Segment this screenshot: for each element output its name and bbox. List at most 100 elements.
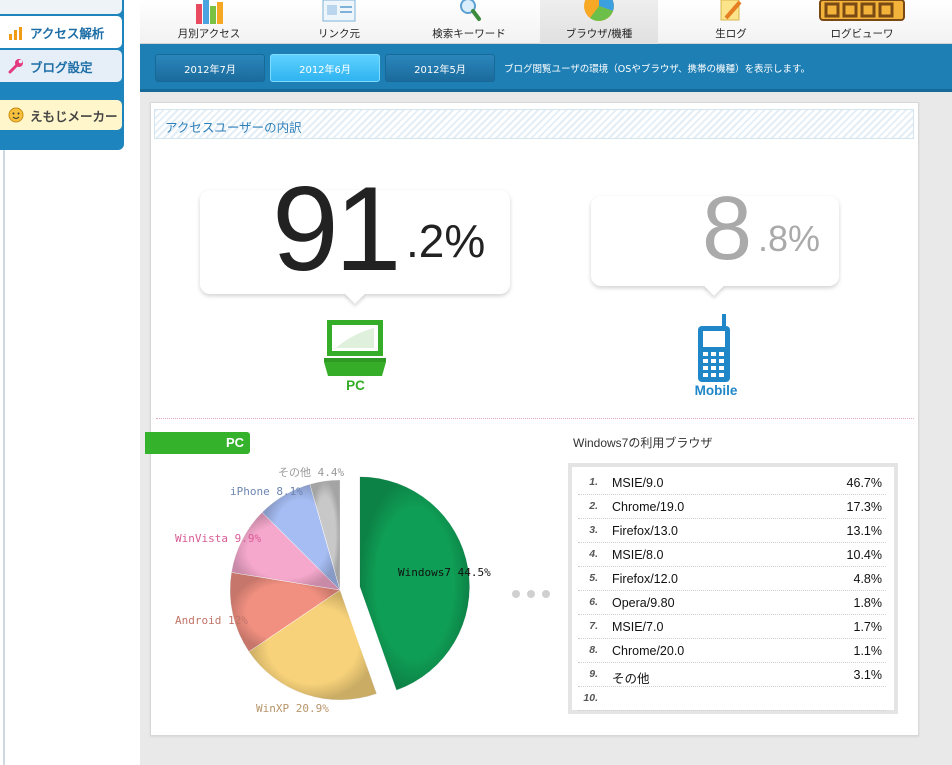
nav-monthly-access[interactable]: 月別アクセス: [160, 0, 258, 44]
sidebar: アクセス解析 ブログ設定 えもじメーカー: [0, 0, 140, 765]
browser-share: 1.7%: [853, 620, 883, 634]
browser-share: 4.8%: [853, 572, 883, 586]
top-nav: 月別アクセス リンク元 検索キーワード ブラウザ/機種 生ログ ログビュー: [140, 0, 952, 44]
browser-share: 10.4%: [846, 548, 882, 562]
card-header: アクセスユーザーの内訳: [154, 109, 914, 139]
browser-rank: 9.: [589, 668, 598, 680]
browser-rank: 1.: [589, 476, 598, 488]
table-row: 6. Opera/9.80 1.8%: [578, 591, 886, 615]
pie-slice-shade: [230, 572, 340, 652]
pie-slice-label: WinVista 9.9%: [175, 532, 261, 545]
pie-slice-label: その他 4.4%: [278, 466, 344, 479]
month-description: ブログ閲覧ユーザの環境（OSやブラウザ、携帯の機種）を表示します。: [504, 64, 811, 75]
sidebar-item-blog-settings[interactable]: ブログ設定: [0, 50, 122, 82]
browser-rank: 5.: [589, 572, 598, 584]
browser-list-title: Windows7の利用ブラウザ: [573, 436, 713, 450]
browser-name: MSIE/9.0: [612, 476, 664, 490]
pie-chart-icon: [584, 0, 614, 21]
browser-share: 1.1%: [853, 644, 883, 658]
pie-slice-label: WinXP 20.9%: [256, 702, 329, 715]
table-row: 4. MSIE/8.0 10.4%: [578, 543, 886, 567]
table-row: 3. Firefox/13.0 13.1%: [578, 519, 886, 543]
sidebar-item-label: アクセス解析: [30, 25, 105, 41]
browser-rank: 7.: [589, 620, 598, 632]
sidebar-item-access-analysis[interactable]: アクセス解析: [0, 16, 122, 48]
browser-rank: 2.: [589, 500, 598, 512]
nav-label: リンク元: [318, 28, 360, 40]
page-title: アクセスユーザーの内訳: [165, 120, 302, 135]
pie-slice-shade: [248, 590, 377, 700]
mobile-ratio-bubble: [591, 196, 839, 286]
pc-label: PC: [346, 378, 365, 393]
browser-rank: 8.: [589, 644, 598, 656]
browser-ranking-table: 1. MSIE/9.0 46.7% 2. Chrome/19.0 17.3% 3. Firef…: [568, 463, 898, 714]
tab-month-2012-05[interactable]: 2012年5月: [385, 54, 495, 82]
section-divider: [156, 418, 914, 419]
browser-rank: 4.: [589, 548, 598, 560]
pc-ratio-decimal: .2%: [406, 215, 486, 267]
sidebar-item-label: ブログ設定: [30, 59, 93, 75]
sidebar-border: [3, 0, 5, 765]
table-row: 10.: [578, 687, 886, 711]
mobile-label: Mobile: [694, 383, 738, 398]
browser-name: その他: [612, 672, 650, 686]
sidebar-item-label: えもじメーカー: [30, 108, 118, 124]
pie-slice-label: Android 12%: [175, 614, 248, 627]
window-icon: [322, 0, 356, 22]
table-row: 8. Chrome/20.0 1.1%: [578, 639, 886, 663]
browser-rank: 6.: [589, 596, 598, 608]
table-row: 7. MSIE/7.0 1.7%: [578, 615, 886, 639]
browser-name: Firefox/13.0: [612, 524, 679, 538]
browser-share: 17.3%: [846, 500, 882, 514]
table-row: 5. Firefox/12.0 4.8%: [578, 567, 886, 591]
table-row: 9. その他 3.1%: [578, 663, 886, 687]
browser-name: Firefox/12.0: [612, 572, 679, 586]
browser-name: Chrome/19.0: [612, 500, 685, 514]
sidebar-item-top-cut[interactable]: [0, 0, 122, 14]
pie-slice-shade: [262, 484, 340, 590]
connector-dots: [512, 583, 562, 598]
os-pie-chart: Windows7 44.5% WinXP 20.9% Android 12% WinV…: [175, 466, 491, 715]
tab-month-2012-07[interactable]: 2012年7月: [155, 54, 265, 82]
bar-chart-icon: [8, 24, 24, 40]
nav-referrer[interactable]: リンク元: [290, 0, 388, 44]
pc-ratio-bubble: [200, 190, 510, 294]
browser-rank: 3.: [589, 524, 598, 536]
nav-label: 月別アクセス: [177, 28, 241, 40]
browser-share: 3.1%: [853, 668, 883, 682]
browser-share: 1.8%: [853, 596, 883, 610]
nav-label: ブラウザ/機種: [565, 28, 633, 40]
sidebar-item-emoji-maker[interactable]: えもじメーカー: [0, 100, 122, 130]
laptop-icon: [324, 320, 386, 376]
browser-share: 13.1%: [846, 524, 882, 538]
magnifier-icon: [460, 0, 481, 21]
pie-slice-label: Windows7 44.5%: [398, 566, 491, 579]
browser-rank: 10.: [583, 692, 598, 704]
browser-name: MSIE/7.0: [612, 620, 664, 634]
nav-label: 生ログ: [715, 28, 747, 40]
logo-text-icon: [819, 0, 905, 21]
nav-browser-device[interactable]: ブラウザ/機種: [540, 0, 658, 44]
nav-label: ログビューワ: [830, 28, 894, 40]
nav-search-keyword[interactable]: 検索キーワード: [420, 0, 518, 44]
pencil-note-icon: [720, 0, 742, 21]
pc-ratio-integer: 91: [272, 162, 401, 296]
pie-slice-shade: [309, 480, 340, 590]
pie-slice-shade: [231, 512, 340, 590]
smiley-palette-icon: [8, 107, 24, 123]
books-icon: [196, 0, 223, 24]
pie-slice-label: iPhone 8.1%: [230, 485, 303, 498]
month-tab-bar: 2012年7月 2012年6月 2012年5月 ブログ閲覧ユーザの環境（OSやブ…: [140, 44, 952, 92]
browser-share: 46.7%: [846, 476, 882, 490]
table-row: 2. Chrome/19.0 17.3%: [578, 495, 886, 519]
tab-month-2012-06[interactable]: 2012年6月: [270, 54, 380, 82]
pie-slice-shade: [359, 476, 470, 691]
nav-log-viewer[interactable]: ログビューワ: [810, 0, 914, 44]
nav-raw-log[interactable]: 生ログ: [682, 0, 780, 44]
table-row: 1. MSIE/9.0 46.7%: [578, 471, 886, 495]
browser-name: Opera/9.80: [612, 596, 675, 610]
browser-name: MSIE/8.0: [612, 548, 664, 562]
mobile-ratio-integer: 8: [702, 179, 752, 279]
mobile-ratio-decimal: .8%: [758, 218, 821, 259]
wrench-icon: [8, 58, 24, 74]
